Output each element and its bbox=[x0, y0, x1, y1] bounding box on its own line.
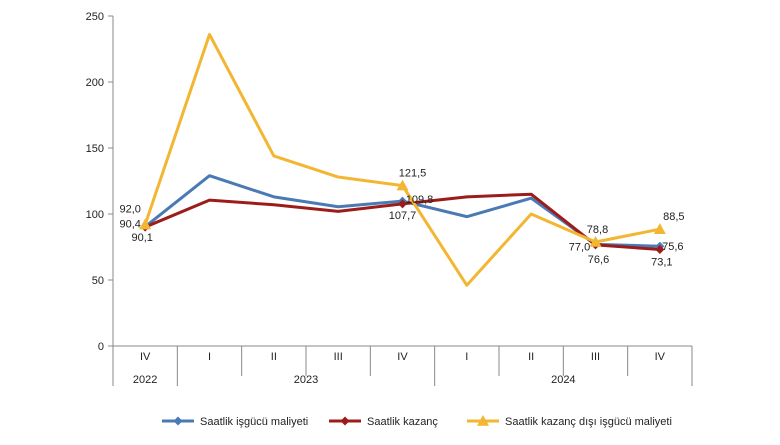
data-label: 90,1 bbox=[131, 232, 152, 244]
x-group-label: 2023 bbox=[294, 374, 318, 386]
data-point-marker bbox=[589, 235, 602, 247]
data-label: 109,8 bbox=[406, 194, 434, 206]
y-tick-label: 0 bbox=[98, 341, 104, 353]
x-tick-label: II bbox=[528, 351, 534, 363]
y-tick-label: 50 bbox=[92, 275, 104, 287]
x-tick-label: I bbox=[465, 351, 468, 363]
x-tick-label: III bbox=[591, 351, 600, 363]
y-tick-label: 150 bbox=[86, 143, 104, 155]
y-tick-label: 250 bbox=[86, 11, 104, 23]
legend-label: Saatlik kazanç bbox=[367, 416, 438, 428]
legend-label: Saatlik kazanç dışı işgücü maliyeti bbox=[505, 416, 672, 428]
data-label: 88,5 bbox=[663, 211, 684, 223]
data-point-marker bbox=[396, 179, 409, 191]
x-tick-label: IV bbox=[140, 351, 151, 363]
y-tick-label: 200 bbox=[86, 77, 104, 89]
data-label: 107,7 bbox=[389, 210, 417, 222]
data-point-marker bbox=[655, 245, 665, 255]
legend-marker bbox=[477, 415, 489, 426]
data-label: 75,6 bbox=[662, 241, 683, 253]
y-tick-label: 100 bbox=[86, 209, 104, 221]
x-tick-label: III bbox=[334, 351, 343, 363]
x-tick-label: IV bbox=[655, 351, 666, 363]
legend-marker bbox=[340, 416, 350, 426]
data-point-marker bbox=[139, 218, 152, 230]
x-tick-label: IV bbox=[397, 351, 408, 363]
x-tick-label: II bbox=[271, 351, 277, 363]
data-label: 78,8 bbox=[587, 224, 608, 236]
data-label: 121,5 bbox=[399, 168, 427, 180]
x-group-label: 2022 bbox=[133, 374, 157, 386]
data-point-marker bbox=[653, 223, 666, 234]
data-label: 92,0 bbox=[119, 204, 140, 216]
legend-marker bbox=[173, 416, 183, 426]
data-point-marker bbox=[398, 199, 407, 209]
x-group-label: 2024 bbox=[551, 374, 575, 386]
data-label: 90,4 bbox=[119, 219, 140, 231]
data-label: 73,1 bbox=[651, 257, 672, 269]
legend-label: Saatlik işgücü maliyeti bbox=[200, 416, 308, 428]
data-label: 76,6 bbox=[588, 254, 609, 266]
data-label: 77,0 bbox=[569, 241, 590, 253]
x-tick-label: I bbox=[208, 351, 211, 363]
